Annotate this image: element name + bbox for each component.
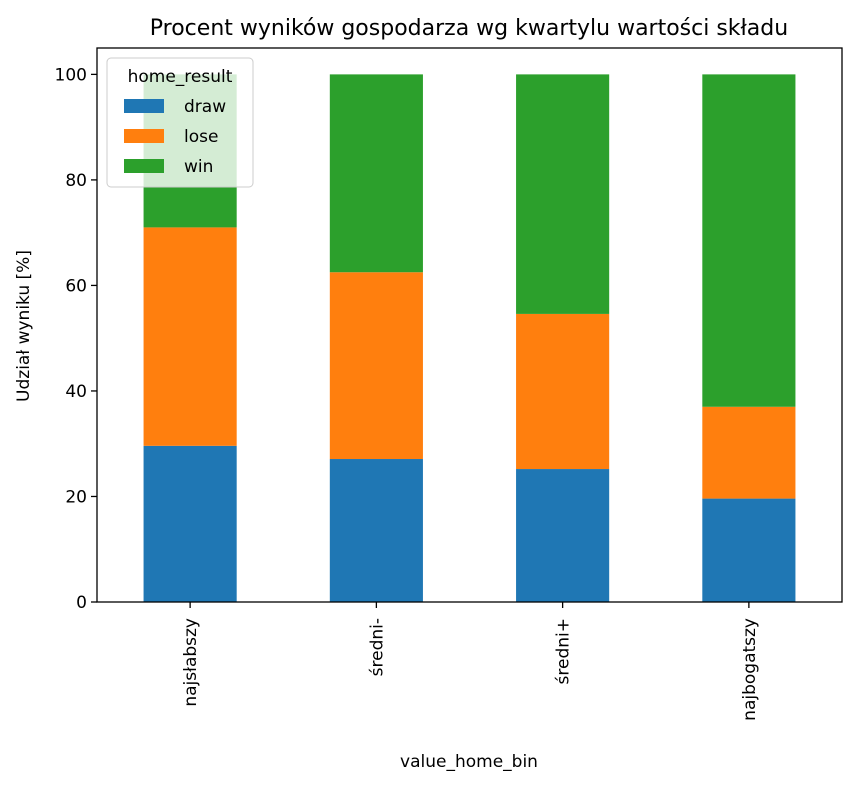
bar-win-3 — [702, 74, 796, 407]
legend-label-draw: draw — [184, 97, 226, 117]
legend-swatch-lose — [124, 129, 164, 143]
bar-win-1 — [329, 74, 423, 273]
plot-frame — [96, 47, 843, 603]
bar-draw-0 — [143, 445, 237, 602]
legend-title: home_result — [128, 67, 233, 87]
legend-label-win: win — [184, 157, 213, 177]
y-tick-label: 80 — [65, 171, 87, 191]
y-tick-label: 100 — [55, 65, 87, 85]
y-tick-label: 60 — [65, 276, 87, 296]
legend-swatch-win — [124, 159, 164, 173]
x-axis-label: value_home_bin — [400, 752, 538, 772]
bar-draw-3 — [702, 498, 796, 602]
bar-win-2 — [516, 74, 610, 314]
legend-label-lose: lose — [184, 127, 218, 147]
legend-swatch-draw — [124, 99, 164, 113]
bar-draw-1 — [329, 459, 423, 602]
bar-lose-3 — [702, 406, 796, 499]
y-tick-label: 20 — [65, 487, 87, 507]
legend-box — [106, 57, 254, 188]
bar-draw-2 — [516, 469, 610, 602]
x-tick-label: najbogatszy — [740, 618, 760, 721]
y-axis-label: Udział wyniku [%] — [14, 250, 34, 402]
y-tick-label: 40 — [65, 382, 87, 402]
x-tick-label: najsłabszy — [181, 618, 201, 707]
bar-lose-0 — [143, 227, 237, 446]
bar-lose-2 — [516, 313, 610, 470]
x-tick-label: średni+ — [554, 618, 574, 684]
y-tick-label: 0 — [76, 593, 87, 613]
chart-title: Procent wyników gospodarza wg kwartylu w… — [150, 16, 788, 41]
bar-lose-1 — [329, 272, 423, 460]
x-tick-label: średni- — [367, 618, 387, 676]
